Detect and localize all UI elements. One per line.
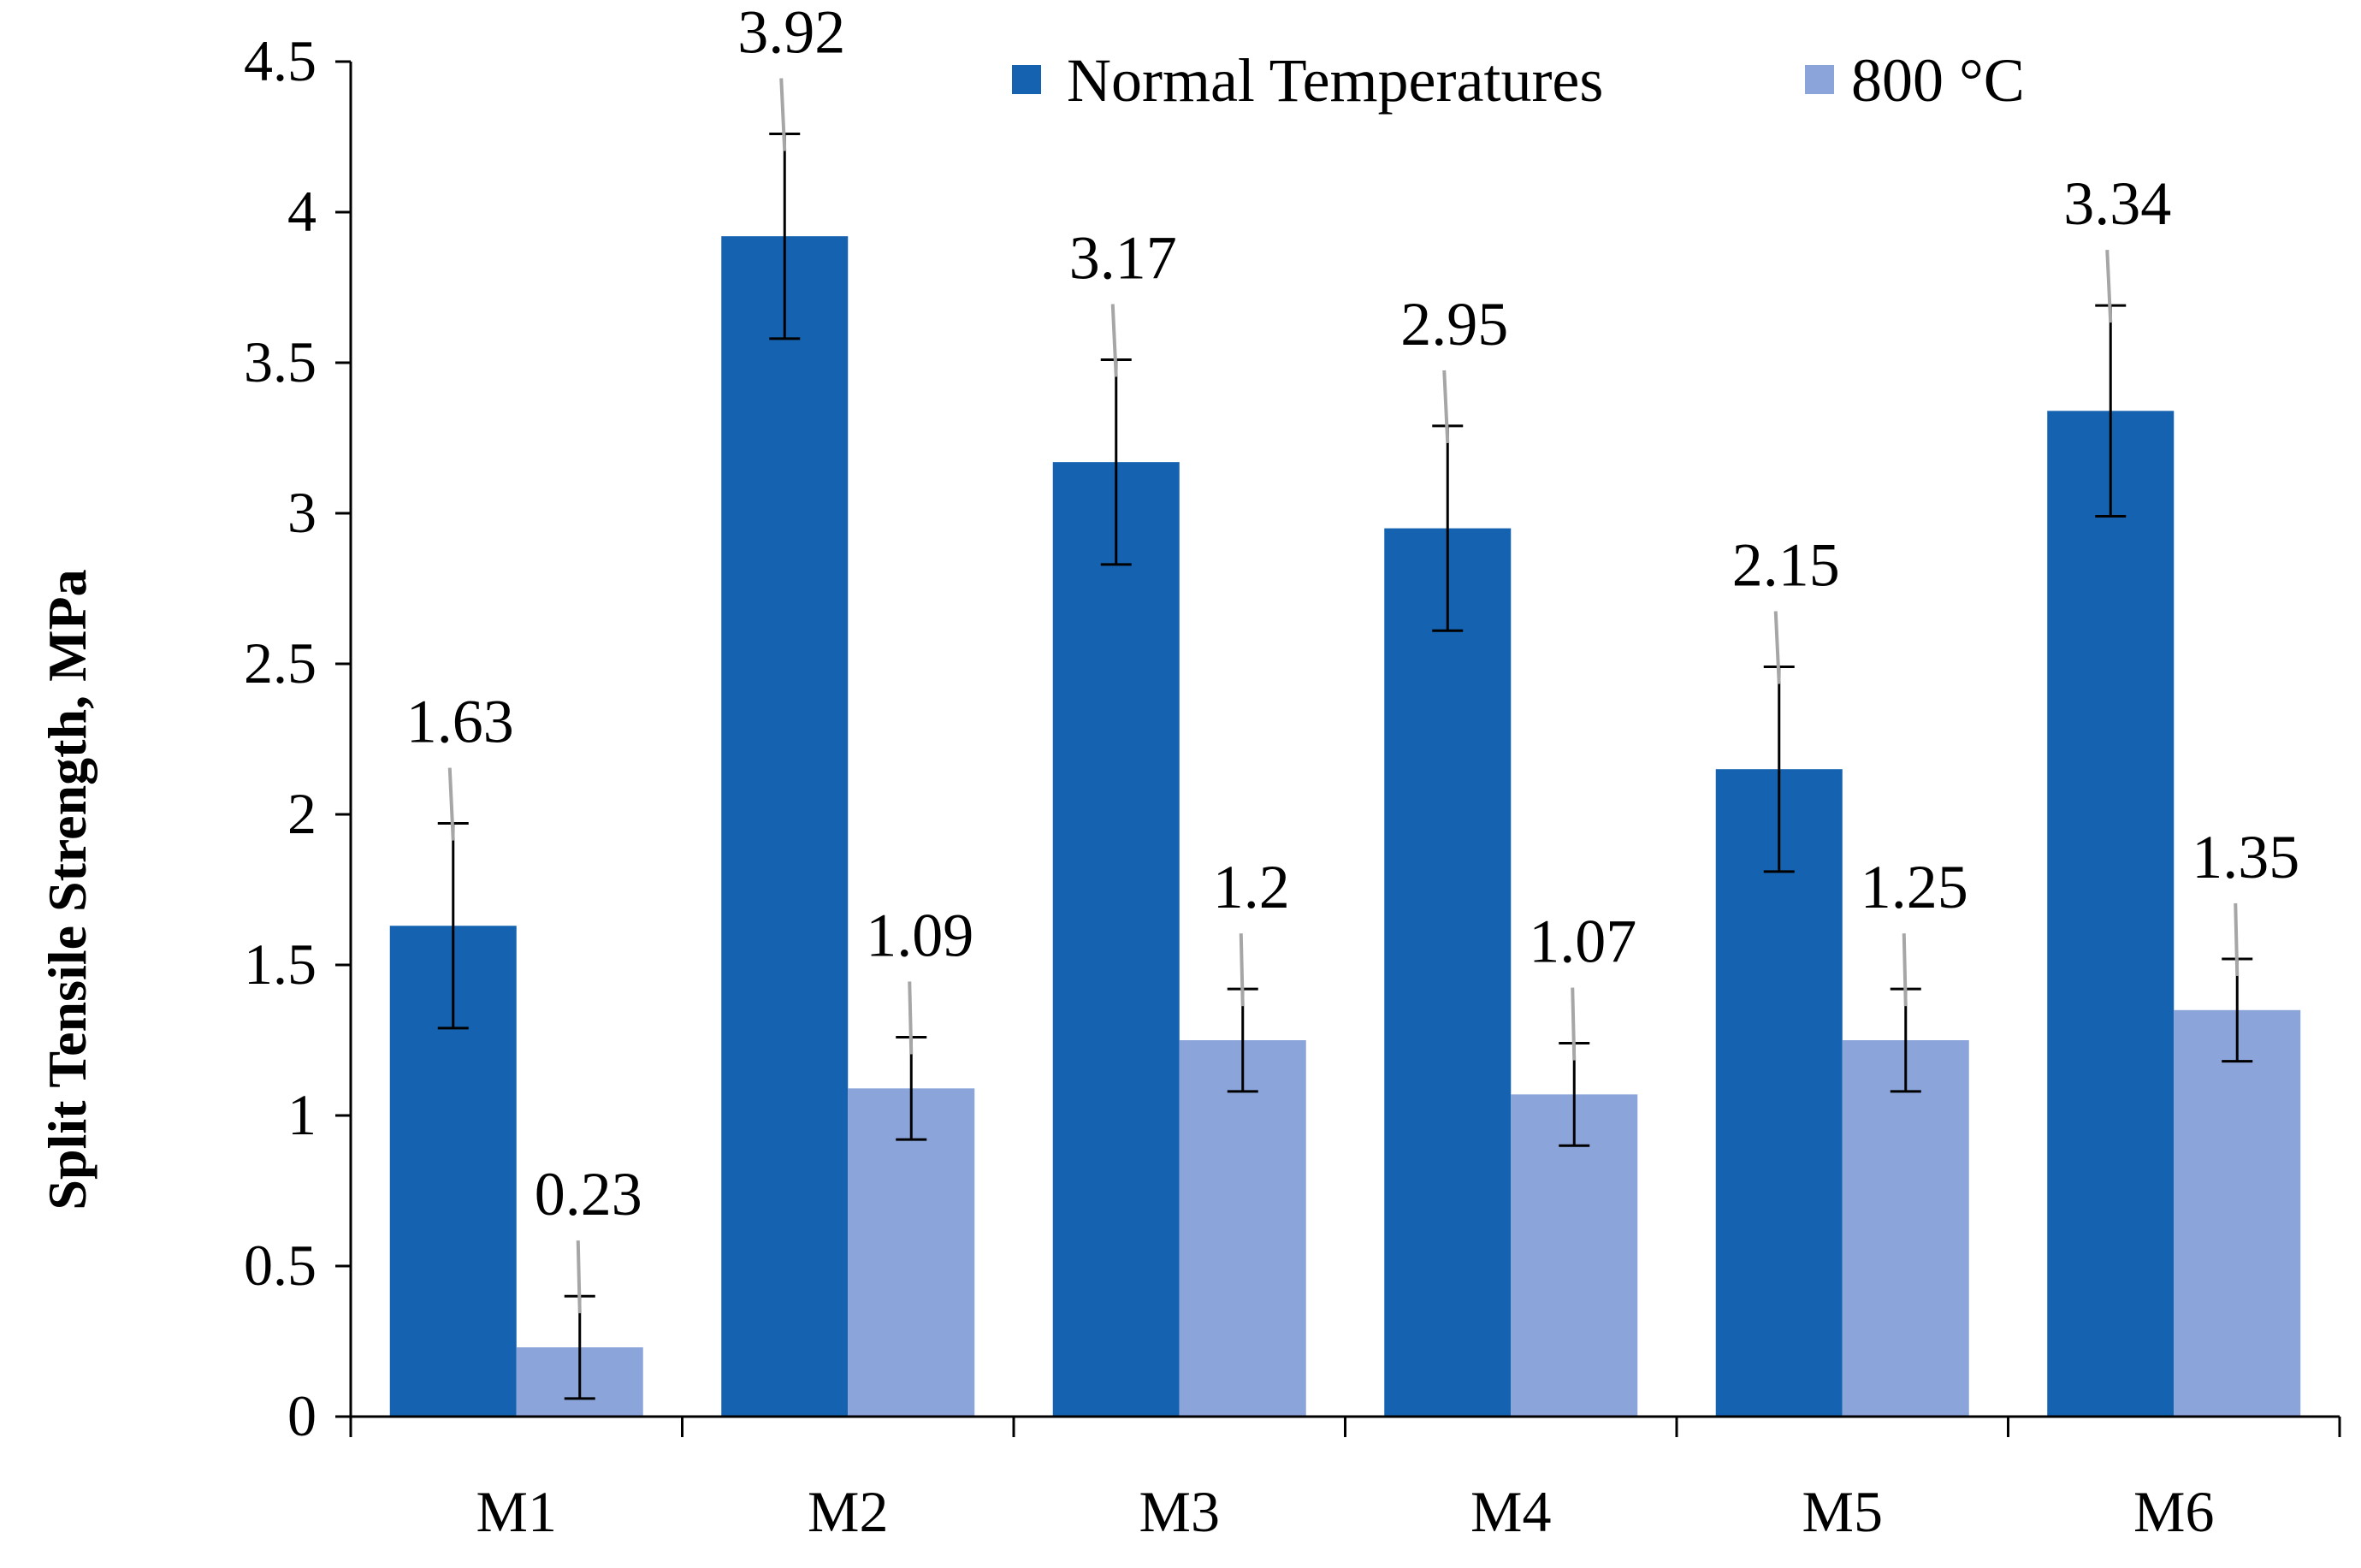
bars-layer: [389, 236, 2301, 1417]
y-tick-label-1: 1: [287, 1082, 317, 1147]
label-leader-m5-normal-temperatures: [1773, 611, 1781, 684]
label-leader-m4-800-c: [1571, 987, 1577, 1061]
data-labels-layer: 1.63 0.23 3.92 1.09 3.17 1.2 2.95 1.07 2.15 1.25 3…: [406, 0, 2300, 1228]
data-label-m6-normal-temperatures: 3.34: [2063, 169, 2171, 238]
data-label-m1-800-c: 0.23: [535, 1160, 642, 1228]
x-tick-label-m5: M5: [1802, 1479, 1883, 1544]
bar-m6-800-c: [2174, 1009, 2301, 1417]
label-leader-m2-800-c: [908, 981, 914, 1055]
y-tick-label-0: 0: [287, 1383, 317, 1448]
bar-m3-800-c: [1179, 1040, 1306, 1417]
x-tick-label-m3: M3: [1139, 1479, 1220, 1544]
y-tick-label-4.5: 4.5: [244, 28, 317, 93]
label-leader-m2-normal-temperatures: [779, 78, 787, 151]
label-leader-m3-800-c: [1239, 933, 1245, 1007]
y-tick-label-2.5: 2.5: [244, 630, 317, 695]
label-leader-m1-800-c: [576, 1240, 582, 1314]
data-label-m2-800-c: 1.09: [866, 901, 973, 969]
label-leader-m5-800-c: [1902, 933, 1908, 1007]
data-label-m6-800-c: 1.35: [2192, 823, 2299, 891]
data-label-m4-800-c: 1.07: [1529, 908, 1636, 976]
label-leader-m6-normal-temperatures: [2105, 250, 2113, 323]
x-tick-label-m4: M4: [1470, 1479, 1551, 1544]
bar-m5-800-c: [1842, 1040, 1969, 1417]
label-leader-m6-800-c: [2234, 902, 2240, 977]
legend-label-normal-temperatures: Normal Temperatures: [1067, 46, 1603, 115]
y-tick-label-0.5: 0.5: [244, 1233, 317, 1298]
legend-label-800c: 800 °C: [1851, 46, 2025, 115]
x-tick-label-m1: M1: [476, 1479, 557, 1544]
bar-m5-normal-temperatures: [1715, 769, 1843, 1417]
data-label-m2-normal-temperatures: 3.92: [737, 0, 845, 66]
legend-swatch-800c: [1805, 65, 1834, 94]
label-leader-m3-normal-temperatures: [1110, 304, 1118, 377]
bar-m4-normal-temperatures: [1384, 528, 1512, 1417]
bar-m3-normal-temperatures: [1052, 462, 1180, 1417]
data-label-m5-normal-temperatures: 2.15: [1732, 531, 1840, 600]
x-tick-label-m6: M6: [2133, 1479, 2214, 1544]
bar-m6-normal-temperatures: [2047, 411, 2175, 1417]
data-label-m5-800-c: 1.25: [1861, 853, 1968, 921]
legend-swatch-normal-temperatures: [1012, 65, 1041, 94]
y-tick-label-3.5: 3.5: [244, 329, 317, 394]
y-tick-label-3: 3: [287, 480, 317, 545]
data-label-m3-normal-temperatures: 3.17: [1069, 223, 1177, 292]
data-label-m4-normal-temperatures: 2.95: [1400, 290, 1508, 358]
error-bars-layer: [437, 132, 2253, 1400]
label-leader-m4-normal-temperatures: [1442, 370, 1450, 444]
bar-m2-normal-temperatures: [721, 236, 849, 1417]
y-tick-label-1.5: 1.5: [244, 932, 317, 997]
label-leaders-layer: [447, 78, 2240, 1314]
data-label-m3-800-c: 1.2: [1213, 853, 1290, 921]
x-tick-label-m2: M2: [808, 1479, 888, 1544]
data-label-m1-normal-temperatures: 1.63: [406, 688, 514, 756]
axes-layer: M1 M2 M3 M4 M5 M6 0 0.5 1 1.5 2 2.5 3 3.5 4 4.5: [244, 28, 2341, 1544]
y-axis-title: Split Tensile Strength, MPa: [37, 569, 98, 1210]
y-tick-label-4: 4: [287, 179, 317, 244]
label-leader-m1-normal-temperatures: [447, 767, 455, 841]
legend: Normal Temperatures 800 °C: [1012, 46, 2025, 115]
y-tick-label-2: 2: [287, 781, 317, 846]
bar-m4-800-c: [1511, 1094, 1638, 1417]
bar-m2-800-c: [848, 1088, 975, 1417]
